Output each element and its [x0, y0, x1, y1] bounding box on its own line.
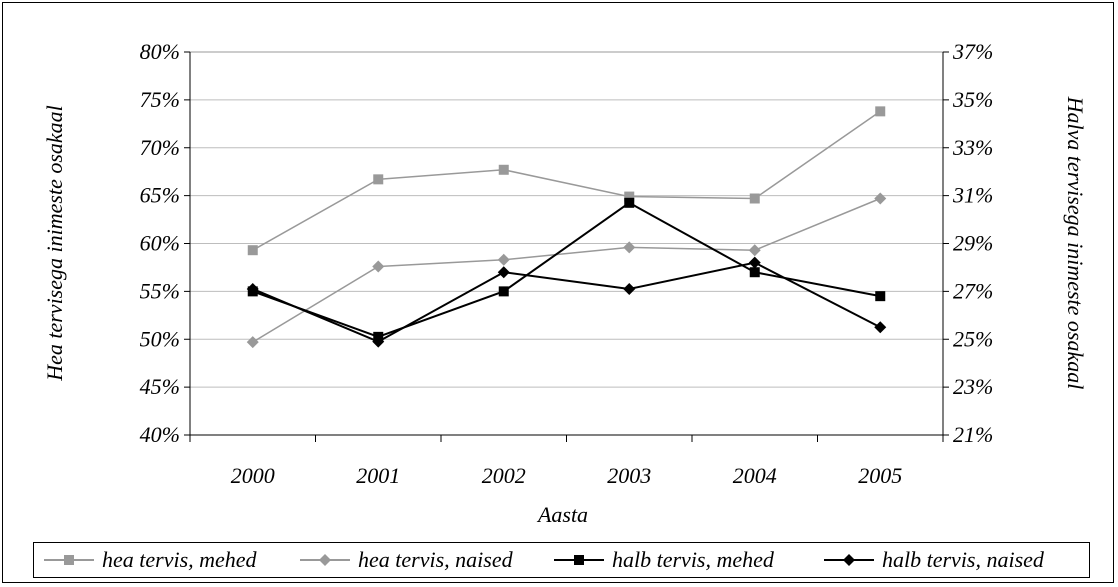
legend-marker-square-gray: [44, 555, 94, 565]
y-axis-left-title: Hea tervisega inimeste osakaal: [42, 105, 67, 382]
data-point-diamond: [623, 282, 636, 295]
legend-label: hea tervis, mehed: [102, 547, 257, 572]
gridlines: [190, 51, 943, 388]
y-left-tick-label: 45%: [140, 374, 180, 399]
legend-marker-square-black: [554, 555, 604, 565]
data-point-square: [373, 174, 384, 185]
y-left-tick-label: 50%: [140, 326, 180, 351]
data-point-square: [498, 164, 509, 175]
data-point-square: [875, 291, 886, 302]
y-right-tick-label: 37%: [952, 39, 993, 64]
data-point-diamond: [246, 282, 259, 295]
data-point-square: [875, 106, 886, 117]
data-point-square: [247, 245, 258, 256]
y-left-tick-label: 75%: [140, 87, 180, 112]
y-right-tick-label: 33%: [952, 135, 993, 160]
legend-item-hea-mehed: hea tervis, mehed: [42, 543, 257, 577]
x-tick-label: 2002: [482, 463, 526, 488]
legend-label: halb tervis, naised: [882, 547, 1044, 572]
data-point-diamond: [497, 253, 510, 266]
data-point-diamond: [748, 244, 761, 257]
y-left-tick-label: 55%: [140, 278, 180, 303]
axes: [184, 51, 949, 442]
y-left-tick-label: 70%: [140, 135, 180, 160]
data-point-diamond: [874, 321, 887, 334]
tick-labels: 40% 21% 45% 23% 50% 25% 55% 27% 60% 29% 65% 31% 70% 3…: [140, 39, 994, 488]
data-point-square: [498, 286, 509, 297]
y-axis-right-title: Halva tervisega inimeste osakaal: [1063, 96, 1088, 390]
x-tick-label: 2000: [231, 463, 275, 488]
legend-label: hea tervis, naised: [358, 547, 513, 572]
data-point-square: [749, 267, 760, 278]
y-right-tick-label: 21%: [953, 422, 993, 447]
legend-item-hea-naised: hea tervis, naised: [298, 543, 513, 577]
series-line-2: [252, 201, 881, 338]
y-left-tick-label: 60%: [140, 231, 180, 256]
y-left-tick-label: 40%: [140, 422, 180, 447]
data-point-diamond: [497, 266, 510, 279]
y-right-tick-label: 25%: [953, 326, 993, 351]
data-point-square: [749, 193, 760, 204]
series-line-3: [252, 261, 881, 343]
legend-label: halb tervis, mehed: [612, 547, 774, 572]
x-tick-label: 2003: [607, 463, 651, 488]
legend-item-halb-naised: halb tervis, naised: [822, 543, 1044, 577]
data-point-diamond: [874, 192, 887, 205]
data-point-diamond: [372, 260, 385, 273]
x-tick-label: 2005: [858, 463, 902, 488]
x-axis-title: Aasta: [536, 502, 588, 527]
data-point-square: [624, 197, 635, 208]
x-tick-label: 2004: [733, 463, 777, 488]
data-point-diamond: [748, 256, 761, 269]
y-right-tick-label: 31%: [952, 183, 993, 208]
y-left-tick-label: 65%: [140, 183, 180, 208]
series-line-1: [252, 197, 881, 343]
data-point-diamond: [623, 241, 636, 254]
data-point-diamond: [372, 335, 385, 348]
data-point-square: [624, 191, 635, 202]
y-left-tick-label: 80%: [140, 39, 180, 64]
data-point-diamond: [246, 336, 259, 349]
legend-marker-diamond-black: [824, 554, 874, 566]
x-tick-label: 2001: [356, 463, 400, 488]
series-line-0: [252, 110, 881, 251]
legend-marker-diamond-gray: [300, 554, 350, 566]
legend-item-halb-mehed: halb tervis, mehed: [552, 543, 774, 577]
y-right-tick-label: 27%: [953, 278, 993, 303]
y-right-tick-label: 29%: [953, 231, 993, 256]
y-right-tick-label: 35%: [952, 87, 993, 112]
y-right-tick-label: 23%: [953, 374, 993, 399]
series-lines: [246, 106, 887, 349]
legend: hea tervis, mehed hea tervis, naised hal…: [33, 542, 1090, 578]
